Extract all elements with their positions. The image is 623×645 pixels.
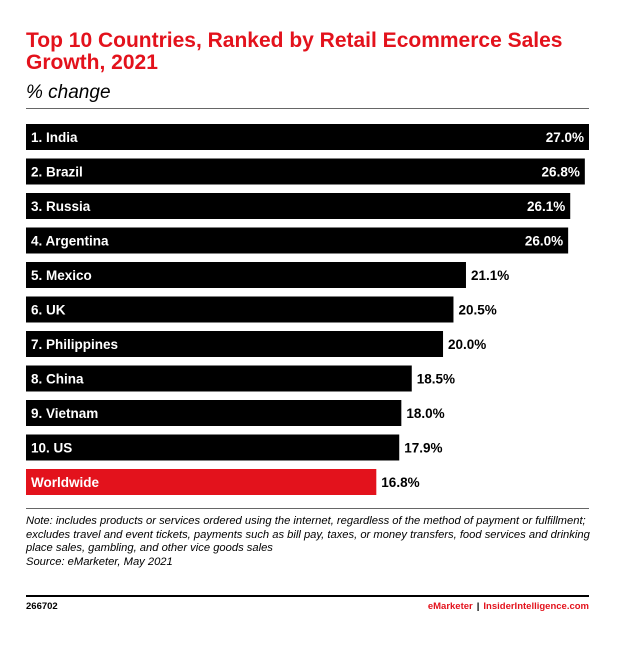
category-label-9: 10. US — [31, 441, 72, 456]
category-label-8: 9. Vietnam — [31, 406, 98, 421]
chart-note: Note: includes products or services orde… — [26, 515, 591, 569]
value-label-7: 18.5% — [417, 372, 455, 387]
footer-divider — [26, 595, 589, 597]
bar-8 — [26, 400, 402, 426]
brand-emarketer: eMarketer — [427, 601, 473, 612]
bar-5 — [26, 296, 454, 323]
footer-brand: eMarketer | InsiderIntelligence.com — [428, 601, 589, 612]
category-label-10: Worldwide — [31, 475, 99, 490]
value-label-2: 26.1% — [527, 199, 565, 214]
value-label-3: 26.0% — [525, 234, 563, 249]
bar-4 — [26, 262, 466, 288]
chart-id: 266702 — [26, 601, 58, 612]
bar-0 — [26, 124, 589, 150]
category-label-1: 2. Brazil — [31, 165, 83, 180]
value-label-1: 26.8% — [542, 165, 580, 180]
chart-title: Top 10 Countries, Ranked by Retail Ecomm… — [26, 29, 563, 74]
note-text: Note: includes products or services orde… — [26, 515, 590, 555]
bar-10 — [26, 469, 377, 495]
header-divider — [26, 108, 589, 109]
value-label-10: 16.8% — [381, 475, 419, 490]
value-label-4: 21.1% — [471, 268, 509, 283]
source-text: Source: eMarketer, May 2021 — [26, 555, 173, 568]
category-label-4: 5. Mexico — [31, 268, 92, 283]
brand-insider-intelligence: InsiderIntelligence.com — [483, 601, 589, 612]
value-label-5: 20.5% — [458, 303, 496, 318]
bar-9 — [26, 434, 400, 461]
value-label-9: 17.9% — [404, 441, 442, 456]
category-label-0: 1. India — [31, 130, 78, 145]
value-label-8: 18.0% — [406, 406, 444, 421]
category-label-6: 7. Philippines — [31, 337, 118, 352]
bar-6 — [26, 331, 444, 357]
brand-separator: | — [476, 601, 480, 612]
category-label-2: 3. Russia — [31, 199, 91, 214]
value-label-0: 27.0% — [546, 130, 584, 145]
category-label-7: 8. China — [31, 372, 84, 387]
chart-subtitle: % change — [26, 82, 111, 103]
bar-1 — [26, 158, 585, 185]
bar-3 — [26, 227, 569, 254]
bar-2 — [26, 193, 571, 219]
chart-bottom-divider — [26, 508, 589, 509]
value-label-6: 20.0% — [448, 337, 486, 352]
category-label-3: 4. Argentina — [31, 234, 109, 249]
bar-7 — [26, 365, 412, 392]
category-label-5: 6. UK — [31, 303, 66, 318]
